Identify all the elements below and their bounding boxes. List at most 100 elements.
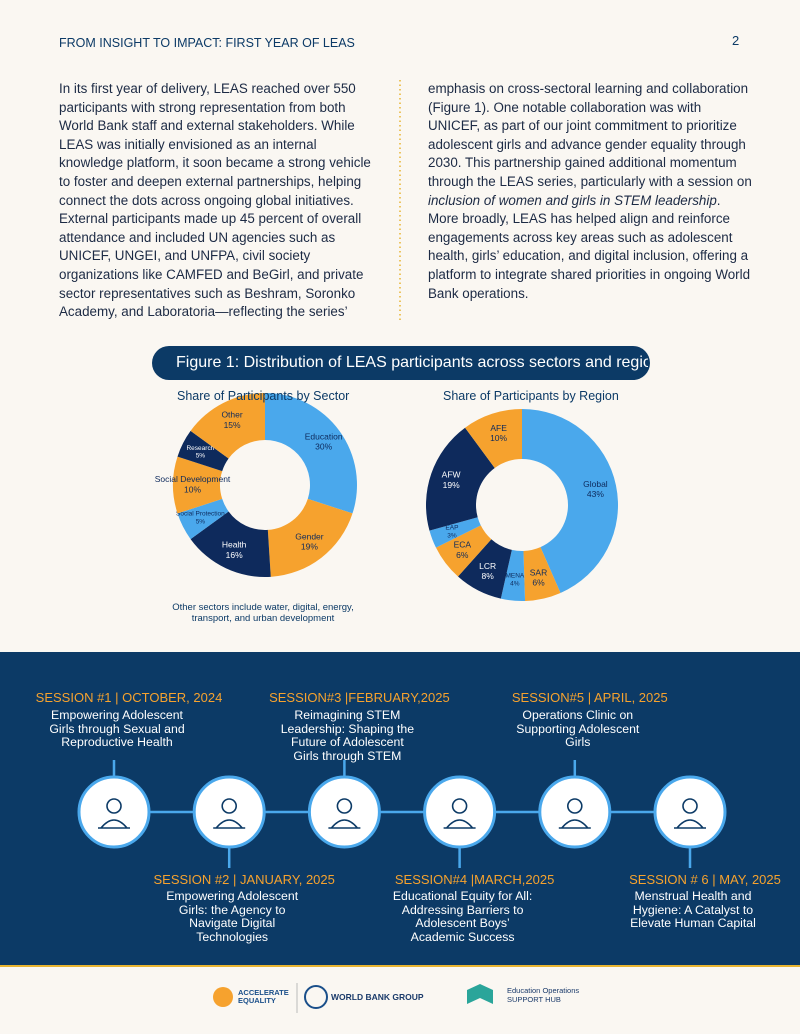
session-node (192, 775, 266, 849)
paragraph: emphasis on cross-sectoral learning and … (428, 80, 753, 303)
slice-label: EAP (445, 525, 458, 532)
slice-label: AFE (490, 423, 507, 433)
slice-value: 4% (510, 580, 520, 587)
slice-label: Education (305, 432, 343, 442)
session-heading: SESSION #1 | OCTOBER, 2024 (35, 690, 223, 705)
pie-slice (465, 409, 522, 468)
session-heading: SESSION#5 | APRIL, 2025 (511, 690, 668, 705)
chart-title: Share of Participants by Region (443, 389, 619, 403)
slice-value: 3% (447, 532, 457, 539)
logo-text: ACCELERATE EQUALITY (238, 988, 289, 1005)
pie-slice (426, 427, 495, 531)
slice-value: 6% (532, 578, 545, 588)
logo-mark (467, 984, 493, 1004)
session-node (653, 775, 727, 849)
slice-value: 43% (587, 489, 604, 499)
logo-mark (213, 987, 233, 1007)
session-description: Empowering Adolescent Girls: the Agency … (166, 889, 299, 944)
session-heading: SESSION # 6 | MAY, 2025 (629, 872, 781, 887)
session-icon (328, 798, 361, 829)
slice-label: AFW (442, 470, 461, 480)
icon-part (213, 819, 246, 829)
figure-title-pill (152, 346, 650, 380)
icon-part (328, 819, 361, 829)
chart-title: Share of Participants by Sector (177, 389, 350, 403)
pie-slice (457, 539, 512, 599)
pie-slice (435, 525, 492, 577)
slice-value: 6% (456, 550, 469, 560)
slice-value: 30% (315, 442, 332, 452)
slice-label: Gender (295, 531, 324, 541)
slice-label: Research (186, 445, 214, 452)
icon-part (451, 798, 468, 814)
slice-value: 15% (224, 420, 241, 430)
icon-part (566, 798, 583, 814)
slice-value: 5% (196, 453, 206, 460)
session-heading: SESSION#4 |MARCH,2025 (394, 872, 555, 887)
pie-slice (267, 498, 353, 577)
session-description: Empowering Adolescent Girls through Sexu… (49, 708, 185, 750)
pie-slice (523, 547, 561, 601)
slice-value: 8% (481, 571, 494, 581)
session-node (538, 775, 612, 849)
icon-part (443, 819, 476, 829)
slice-label: Social Protection (176, 511, 225, 518)
logo-text: Education Operations SUPPORT HUB (507, 986, 580, 1004)
session-description: Educational Equity for All: Addressing B… (392, 889, 533, 944)
logo-text: WORLD BANK GROUP (331, 992, 424, 1002)
session-node (307, 775, 381, 849)
icon-part (98, 819, 130, 829)
slice-value: 19% (301, 542, 318, 552)
icon-part (221, 798, 237, 814)
pie-slice (522, 409, 618, 593)
icon-part (106, 798, 122, 814)
icon-part (558, 819, 591, 829)
slice-value: 16% (226, 550, 243, 560)
pie-slice (265, 393, 357, 514)
pie-slice (500, 549, 526, 601)
emphasis: inclusion of women and girls in STEM lea… (428, 192, 717, 208)
pie-slice (190, 393, 265, 459)
session-icon (674, 798, 706, 829)
figure-title: Figure 1: Distribution of LEAS participa… (176, 354, 648, 371)
slice-value: 19% (443, 480, 460, 490)
pie-slice (177, 498, 229, 540)
session-description: Operations Clinic on Supporting Adolesce… (516, 708, 640, 750)
pie-slice (173, 456, 223, 514)
session-icon (558, 798, 591, 829)
session-node (77, 775, 151, 849)
logo-mark (304, 985, 328, 1009)
session-description: Menstrual Health and Hygiene: A Catalyst… (630, 889, 756, 931)
session-heading: SESSION #2 | JANUARY, 2025 (153, 872, 335, 887)
slice-label: Social Development (155, 474, 231, 484)
session-heading: SESSION#3 |FEBRUARY,2025 (269, 690, 450, 705)
running-header: FROM INSIGHT TO IMPACT: FIRST YEAR OF LE… (59, 36, 355, 50)
text: . More broadly, LEAS has helped align an… (428, 192, 751, 301)
slice-label: Health (222, 540, 247, 550)
icon-part (682, 798, 698, 814)
session-description: Reimagining STEM Leadership: Shaping the… (280, 708, 415, 763)
band-rule (0, 965, 800, 967)
paragraph: In its first year of delivery, LEAS reac… (59, 81, 371, 320)
icon-part (336, 798, 353, 814)
icon-part (674, 819, 706, 829)
slice-label: SAR (530, 567, 547, 577)
slice-label: ECA (454, 540, 472, 550)
slice-value: 10% (184, 484, 201, 494)
slice-label: Global (583, 479, 608, 489)
slice-label: LCR (479, 561, 496, 571)
session-icon (443, 798, 476, 829)
session-icon (98, 798, 130, 829)
pie-slice (177, 430, 229, 472)
chart-note: Other sectors include water, digital, en… (172, 602, 354, 624)
slice-value: 5% (196, 519, 206, 526)
session-node (423, 775, 497, 849)
pie-slice (190, 511, 271, 577)
text: emphasis on cross-sectoral learning and … (428, 81, 752, 189)
slice-label: MENA (505, 572, 524, 579)
slice-label: Other (221, 410, 242, 420)
session-icon (213, 798, 246, 829)
pie-slice (429, 517, 481, 548)
